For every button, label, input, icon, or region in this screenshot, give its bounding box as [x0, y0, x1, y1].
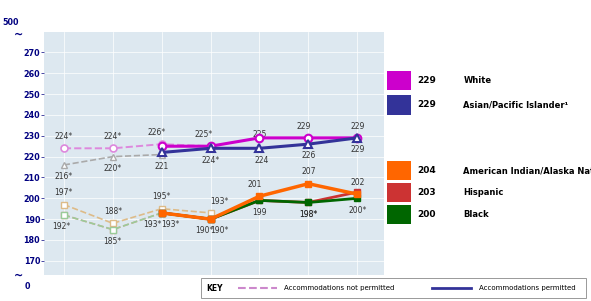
Bar: [387, 161, 411, 180]
Text: Accommodations not permitted: Accommodations not permitted: [284, 285, 395, 291]
Text: 224*: 224*: [202, 156, 220, 165]
Text: 197*: 197*: [55, 188, 73, 197]
Text: 224*: 224*: [103, 132, 122, 141]
Text: 193*: 193*: [144, 220, 162, 229]
Text: Accommodations permitted: Accommodations permitted: [479, 285, 576, 291]
Text: 192*: 192*: [53, 222, 70, 231]
Text: ~: ~: [14, 29, 23, 39]
Text: 220*: 220*: [103, 164, 122, 173]
Text: 229: 229: [417, 100, 436, 109]
Text: 188*: 188*: [103, 207, 122, 216]
Text: 200: 200: [417, 210, 436, 219]
Text: 229: 229: [417, 76, 436, 85]
Text: 193*: 193*: [210, 197, 229, 206]
Bar: [387, 71, 411, 90]
Text: 207: 207: [301, 167, 316, 176]
Bar: [387, 183, 411, 202]
Text: 224*: 224*: [55, 132, 73, 141]
Text: 229: 229: [296, 122, 311, 131]
Bar: [387, 95, 411, 114]
Text: 221: 221: [155, 162, 169, 171]
Text: 202: 202: [350, 178, 365, 187]
Text: 0: 0: [25, 282, 30, 291]
Text: 198*: 198*: [299, 210, 317, 219]
Text: 225: 225: [252, 130, 267, 139]
Text: '05: '05: [349, 282, 365, 292]
Text: YEAR: YEAR: [551, 282, 576, 291]
FancyBboxPatch shape: [201, 278, 586, 298]
Text: Asian/Pacific Islander¹: Asian/Pacific Islander¹: [463, 100, 569, 109]
Text: Hispanic: Hispanic: [463, 188, 504, 197]
Text: 203: 203: [417, 188, 436, 197]
Text: 224: 224: [255, 156, 269, 165]
Text: 185*: 185*: [103, 237, 122, 246]
Text: American Indian/Alaska Native²: American Indian/Alaska Native²: [463, 166, 591, 175]
Text: 226: 226: [301, 151, 316, 160]
Text: ~: ~: [14, 270, 23, 280]
Text: '92: '92: [56, 282, 72, 292]
Text: '98: '98: [154, 282, 170, 292]
Text: 216*: 216*: [55, 172, 73, 181]
Text: 190*: 190*: [210, 226, 229, 235]
Text: 500: 500: [2, 18, 19, 27]
Text: 226*: 226*: [148, 128, 166, 137]
Text: KEY: KEY: [206, 284, 223, 293]
Text: 229: 229: [350, 122, 365, 131]
Text: 200*: 200*: [348, 206, 366, 215]
Text: 190*: 190*: [196, 226, 214, 235]
Text: SCALE SCORE: SCALE SCORE: [7, 13, 71, 22]
Text: 201: 201: [248, 180, 262, 189]
Text: White: White: [463, 76, 492, 85]
Text: 229: 229: [350, 145, 365, 154]
Text: '02: '02: [251, 282, 268, 292]
Text: 195*: 195*: [152, 192, 171, 201]
Bar: [387, 205, 411, 224]
Text: 199: 199: [252, 208, 267, 217]
Text: 225*: 225*: [194, 130, 212, 139]
Text: 198*: 198*: [299, 210, 317, 219]
Text: 193*: 193*: [161, 220, 180, 229]
Text: 204: 204: [417, 166, 436, 175]
Text: '03: '03: [300, 282, 317, 292]
Text: '00: '00: [202, 282, 219, 292]
Text: '94: '94: [105, 282, 121, 292]
Text: Black: Black: [463, 210, 489, 219]
